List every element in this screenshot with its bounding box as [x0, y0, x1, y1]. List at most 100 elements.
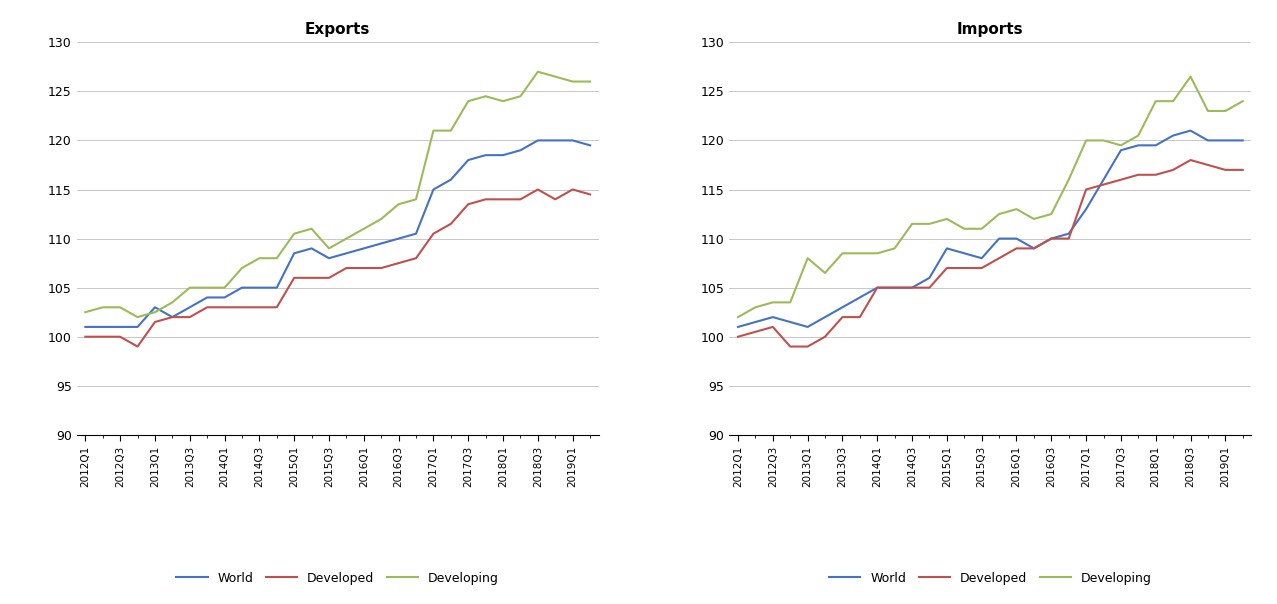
- World: [322, 254, 337, 262]
- Developing: [443, 127, 458, 134]
- Developing: [374, 215, 389, 222]
- World: [991, 235, 1006, 242]
- Developed: [443, 220, 458, 228]
- World: [304, 245, 319, 252]
- World: [748, 318, 764, 326]
- Developed: [1200, 161, 1216, 169]
- World: [391, 235, 406, 242]
- Developed: [1183, 156, 1198, 164]
- Developed: [1148, 171, 1163, 178]
- Line: World: World: [86, 140, 590, 327]
- World: [1166, 132, 1181, 139]
- World: [252, 284, 267, 291]
- World: [183, 304, 198, 311]
- World: [1114, 147, 1129, 154]
- Developed: [374, 265, 389, 272]
- World: [1027, 245, 1042, 252]
- Developing: [513, 92, 529, 100]
- Developing: [956, 225, 972, 233]
- Developing: [852, 249, 867, 257]
- Developing: [234, 265, 249, 272]
- Developing: [1027, 215, 1042, 222]
- World: [199, 294, 215, 301]
- World: [1200, 137, 1216, 144]
- Developed: [217, 304, 232, 311]
- Developing: [112, 304, 128, 311]
- Developed: [304, 274, 319, 281]
- World: [1148, 142, 1163, 149]
- Developed: [183, 313, 198, 321]
- Developed: [530, 186, 545, 193]
- Developed: [1096, 181, 1111, 188]
- World: [78, 323, 93, 330]
- Developed: [147, 318, 162, 326]
- Developing: [974, 225, 990, 233]
- Developed: [582, 191, 598, 198]
- World: [1218, 137, 1234, 144]
- Developing: [286, 230, 301, 237]
- Developing: [582, 78, 598, 85]
- Developed: [252, 304, 267, 311]
- Developing: [1166, 97, 1181, 104]
- Developing: [217, 284, 232, 291]
- Developed: [1043, 235, 1059, 242]
- Developed: [748, 328, 764, 335]
- Developed: [322, 274, 337, 281]
- Developed: [286, 274, 301, 281]
- World: [1130, 142, 1145, 149]
- World: [165, 313, 180, 321]
- Developing: [269, 254, 285, 262]
- Developing: [817, 269, 833, 277]
- Title: Exports: Exports: [305, 22, 370, 37]
- Developing: [147, 309, 162, 316]
- Developing: [1061, 176, 1077, 183]
- Developed: [730, 333, 746, 340]
- World: [974, 254, 990, 262]
- World: [730, 323, 746, 330]
- Line: Developing: Developing: [738, 77, 1243, 317]
- Developed: [548, 196, 563, 203]
- Developing: [322, 245, 337, 252]
- World: [888, 284, 903, 291]
- Developed: [783, 343, 798, 350]
- Developing: [1200, 108, 1216, 115]
- Title: Imports: Imports: [956, 22, 1024, 37]
- Developed: [1235, 166, 1250, 173]
- Developing: [94, 304, 110, 311]
- World: [870, 284, 885, 291]
- Developed: [165, 313, 180, 321]
- Developed: [1079, 186, 1094, 193]
- Developing: [356, 225, 372, 233]
- World: [269, 284, 285, 291]
- Legend: World, Developed, Developing: World, Developed, Developing: [824, 567, 1157, 590]
- World: [94, 323, 110, 330]
- Developing: [765, 299, 780, 306]
- World: [582, 142, 598, 149]
- World: [495, 152, 511, 159]
- Developed: [1130, 171, 1145, 178]
- Developed: [888, 284, 903, 291]
- Developing: [888, 245, 903, 252]
- Legend: World, Developed, Developing: World, Developed, Developing: [171, 567, 504, 590]
- Developed: [513, 196, 529, 203]
- World: [513, 147, 529, 154]
- Developed: [852, 313, 867, 321]
- Developed: [939, 265, 954, 272]
- World: [374, 240, 389, 247]
- Developed: [870, 284, 885, 291]
- World: [338, 249, 354, 257]
- Developing: [1096, 137, 1111, 144]
- World: [217, 294, 232, 301]
- Developed: [269, 304, 285, 311]
- Developing: [835, 249, 850, 257]
- Developing: [338, 235, 354, 242]
- World: [356, 245, 372, 252]
- Developing: [1009, 205, 1024, 213]
- Developing: [870, 249, 885, 257]
- World: [409, 230, 424, 237]
- World: [234, 284, 249, 291]
- Developing: [495, 97, 511, 104]
- Developing: [461, 97, 476, 104]
- Developed: [904, 284, 919, 291]
- Developing: [183, 284, 198, 291]
